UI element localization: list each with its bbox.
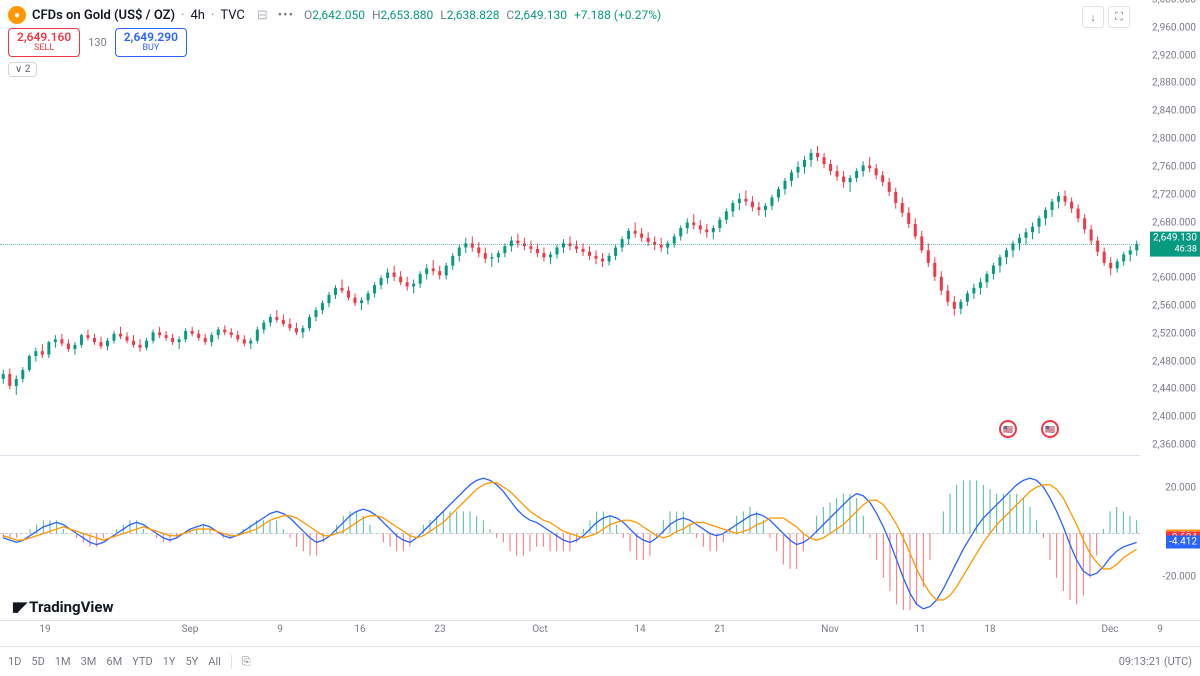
chart-header: ● CFDs on Gold (US$ / OZ) · 4h · TVC ⊟ •… [8, 6, 661, 24]
event-flag-icon[interactable]: 🇺🇸 [999, 420, 1017, 438]
gold-icon: ● [8, 6, 26, 24]
timeframe-5Y[interactable]: 5Y [185, 655, 198, 668]
event-flag-icon[interactable]: 🇺🇸 [1041, 420, 1059, 438]
tradingview-logo[interactable]: TradingView [12, 598, 114, 616]
sell-button[interactable]: 2,649.160 SELL [8, 28, 80, 57]
current-price-line [0, 244, 1140, 245]
sep: · [181, 8, 184, 23]
timeframe-1Y[interactable]: 1Y [163, 655, 176, 668]
timeframe-list: 1D 5D 1M 3M 6M YTD 1Y 5Y All [8, 655, 221, 668]
trade-panel: 2,649.160 SELL 130 2,649.290 BUY [8, 28, 187, 57]
price-axis[interactable]: 3,000.0002,960.0002,920.0002,880.0002,84… [1140, 0, 1200, 445]
menu-dots-icon[interactable]: ••• [278, 8, 294, 23]
timeframe-3M[interactable]: 3M [81, 655, 97, 668]
indicator-collapse[interactable]: ∨ 2 [8, 62, 37, 77]
sep: · [211, 8, 214, 23]
spread-value: 130 [84, 36, 111, 49]
calendar-icon[interactable]: ⎘ [231, 655, 251, 669]
macd-zero-line [0, 533, 1140, 534]
buy-button[interactable]: 2,649.290 BUY [115, 28, 187, 57]
timeframe-5D[interactable]: 5D [31, 655, 44, 668]
timeframe-1D[interactable]: 1D [8, 655, 21, 668]
timeframe-All[interactable]: All [208, 655, 221, 668]
exchange: TVC [220, 8, 245, 23]
timeframe-1M[interactable]: 1M [55, 655, 71, 668]
compare-icon[interactable]: ⊟ [257, 8, 268, 23]
fullscreen-icon[interactable]: ⛶ [1108, 6, 1130, 28]
timeframe-YTD[interactable]: YTD [132, 655, 152, 668]
time-axis[interactable]: 19Sep91623Oct1421Nov1118Dec9 [0, 620, 1200, 640]
interval[interactable]: 4h [191, 8, 205, 23]
ohlc-readout: O2,642.050 H2,653.880 L2,638.828 C2,649.… [300, 8, 661, 22]
symbol-title[interactable]: CFDs on Gold (US$ / OZ) [32, 8, 175, 23]
price-chart[interactable] [0, 0, 1140, 445]
download-icon[interactable]: ↓ [1082, 6, 1104, 28]
timeframe-6M[interactable]: 6M [106, 655, 122, 668]
macd-axis[interactable]: 20.000-20.000-1.788-2.624-4.412 [1140, 455, 1200, 610]
chart-top-controls: ↓ ⛶ [1082, 6, 1130, 28]
utc-clock[interactable]: 09:13:21 (UTC) [1119, 655, 1192, 668]
bottom-toolbar: 1D 5D 1M 3M 6M YTD 1Y 5Y All ⎘ 09:13:21 (UTC) [0, 646, 1200, 676]
